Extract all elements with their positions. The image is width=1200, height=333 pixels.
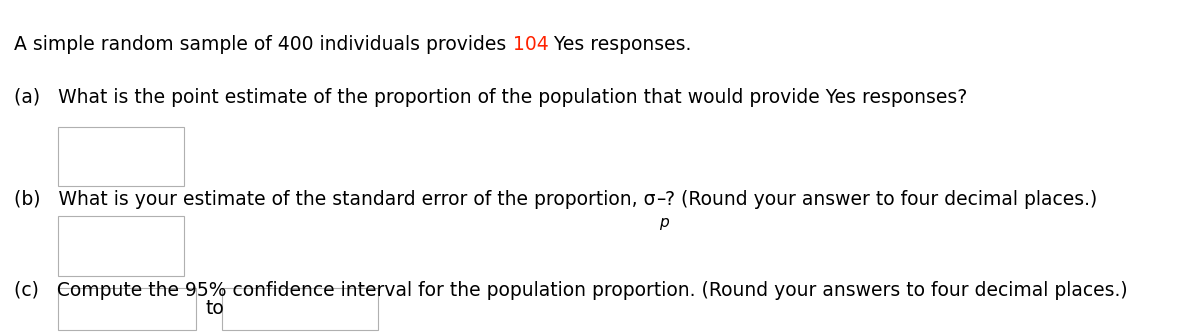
Text: Yes responses.: Yes responses.: [548, 35, 691, 54]
Text: (c)   Compute the 95% confidence interval for the population proportion. (Round : (c) Compute the 95% confidence interval …: [14, 281, 1128, 300]
Text: (a)   What is the point estimate of the proportion of the population that would : (a) What is the point estimate of the pr…: [14, 88, 967, 107]
Text: (b)   What is your estimate of the standard error of the proportion, σ: (b) What is your estimate of the standar…: [14, 190, 656, 209]
Text: –: –: [656, 190, 665, 209]
Text: A simple random sample of 400 individuals provides: A simple random sample of 400 individual…: [14, 35, 512, 54]
Text: 104: 104: [512, 35, 548, 54]
Text: p: p: [659, 215, 668, 230]
Text: to: to: [205, 299, 224, 318]
Text: ? (Round your answer to four decimal places.): ? (Round your answer to four decimal pla…: [665, 190, 1098, 209]
